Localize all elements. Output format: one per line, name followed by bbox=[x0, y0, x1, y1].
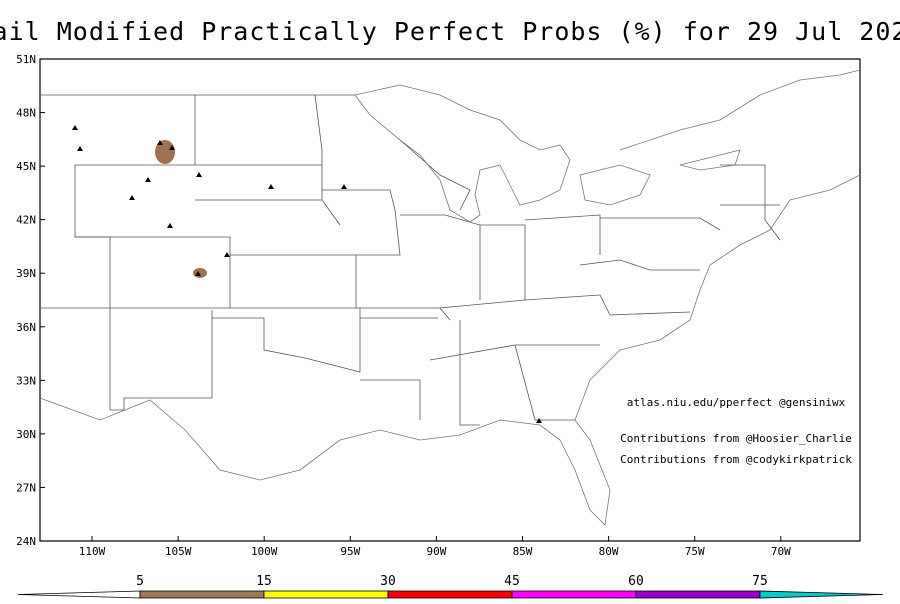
colorbar-label: 5 bbox=[136, 574, 144, 589]
credit-text: Contributions from @codykirkpatrick bbox=[620, 453, 852, 466]
colorbar-segment bbox=[759, 590, 884, 599]
hail-report bbox=[167, 223, 173, 228]
hail-report bbox=[145, 177, 151, 182]
longitude-labels: 110W 105W 100W 95W 90W 85W 80W 75W 70W bbox=[79, 536, 791, 558]
hail-report bbox=[169, 145, 175, 150]
colorbar-label: 30 bbox=[380, 574, 396, 589]
lat-label: 27N bbox=[16, 481, 36, 494]
colorbar-label: 60 bbox=[628, 574, 644, 589]
colorbar-segment bbox=[139, 590, 265, 599]
colorbar-labels: 5 15 30 45 60 75 bbox=[136, 574, 768, 589]
lat-label: 30N bbox=[16, 428, 36, 441]
lon-label: 110W bbox=[79, 545, 106, 558]
state-borders bbox=[40, 94, 781, 426]
lat-label: 45N bbox=[16, 160, 36, 173]
hail-report bbox=[72, 125, 78, 130]
lat-label: 48N bbox=[16, 107, 36, 120]
hail-report bbox=[536, 418, 542, 423]
lon-label: 95W bbox=[340, 545, 360, 558]
colorbar-label: 45 bbox=[504, 574, 520, 589]
lat-label: 24N bbox=[16, 535, 36, 548]
colorbar-segment bbox=[511, 590, 637, 599]
hail-report bbox=[196, 172, 202, 177]
lat-label: 42N bbox=[16, 214, 36, 227]
hail-report bbox=[224, 252, 230, 257]
hail-probability-areas bbox=[155, 140, 207, 278]
hail-report bbox=[268, 184, 274, 189]
lon-label: 90W bbox=[426, 545, 446, 558]
map-title: Hail Modified Practically Perfect Probs … bbox=[0, 17, 900, 46]
lon-label: 100W bbox=[251, 545, 278, 558]
colorbar-segment bbox=[17, 590, 141, 599]
colorbar-segment bbox=[635, 590, 761, 599]
hail-report bbox=[77, 146, 83, 151]
hail-report bbox=[195, 271, 201, 276]
hail-report bbox=[341, 184, 347, 189]
lat-label: 39N bbox=[16, 267, 36, 280]
lon-label: 70W bbox=[771, 545, 791, 558]
hail-prob-area bbox=[155, 140, 175, 164]
credit-text: atlas.niu.edu/pperfect @gensiniwx bbox=[627, 396, 846, 409]
latitude-labels: 51N 48N 45N 42N 39N 36N 33N 30N 27N 24N bbox=[16, 53, 45, 548]
colorbar-label: 75 bbox=[752, 574, 768, 589]
hail-reports bbox=[72, 125, 542, 423]
credit-text: Contributions from @Hoosier_Charlie bbox=[620, 432, 852, 445]
colorbar-segment bbox=[387, 590, 513, 599]
hail-report bbox=[129, 195, 135, 200]
lon-label: 105W bbox=[165, 545, 192, 558]
colorbar-label: 15 bbox=[256, 574, 272, 589]
colorbar: 5 15 30 45 60 75 bbox=[17, 574, 884, 599]
coastlines bbox=[39, 69, 861, 526]
lat-label: 51N bbox=[16, 53, 36, 66]
lon-label: 80W bbox=[599, 545, 619, 558]
colorbar-segment bbox=[263, 590, 389, 599]
lat-label: 36N bbox=[16, 321, 36, 334]
lat-label: 33N bbox=[16, 374, 36, 387]
lon-label: 75W bbox=[685, 545, 705, 558]
hail-prob-area bbox=[193, 268, 207, 278]
map-frame bbox=[39, 58, 861, 542]
hail-report bbox=[157, 140, 163, 145]
credits: atlas.niu.edu/pperfect @gensiniwx Contrib… bbox=[620, 396, 852, 466]
lon-label: 85W bbox=[513, 545, 533, 558]
